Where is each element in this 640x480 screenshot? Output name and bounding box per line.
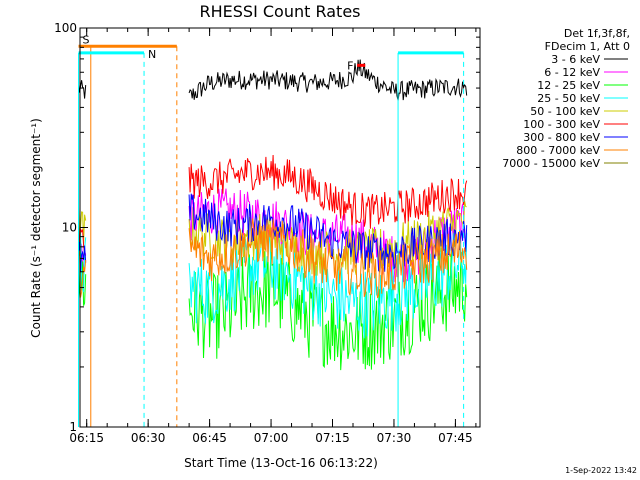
series-line-2-1 <box>188 247 468 371</box>
legend-label-1: 6 - 12 keV <box>544 66 600 79</box>
x-tick-label-1: 06:30 <box>131 431 166 445</box>
annotation-label-1: N <box>148 48 156 61</box>
series-line-7-1 <box>188 218 468 299</box>
annotation-label-0: S <box>82 33 89 46</box>
series-line-5-1 <box>188 154 468 229</box>
x-tick-label-0: 06:15 <box>69 431 104 445</box>
legend-header-0: Det 1f,3f,8f, <box>564 27 630 40</box>
plot-series-group <box>78 59 468 371</box>
legend-label-3: 25 - 50 keV <box>537 92 600 105</box>
x-tick-label-5: 07:30 <box>377 431 412 445</box>
legend-label-2: 12 - 25 keV <box>537 79 600 92</box>
y-tick-label-2: 100 <box>54 21 77 35</box>
x-tick-label-6: 07:45 <box>438 431 473 445</box>
legend-label-4: 50 - 100 keV <box>530 105 600 118</box>
legend-label-6: 300 - 800 keV <box>523 131 600 144</box>
legend-label-7: 800 - 7000 keV <box>516 144 600 157</box>
y-tick-label-0: 1 <box>69 420 77 434</box>
series-line-6-1 <box>188 193 468 273</box>
plot-annotations-group: S N F <box>77 33 465 427</box>
x-tick-label-3: 07:00 <box>254 431 289 445</box>
annotation-label-3: F <box>347 59 353 72</box>
legend-label-8: 7000 - 15000 keV <box>502 157 600 170</box>
x-tick-label-4: 07:15 <box>315 431 350 445</box>
chart-title: RHESSI Count Rates <box>200 2 361 21</box>
series-line-1-1 <box>188 188 467 283</box>
legend-label-5: 100 - 300 keV <box>523 118 600 131</box>
y-axis-label: Count Rate (s⁻¹ detector segment⁻¹) <box>29 118 43 338</box>
axis-ticks-group: 06:15 06:30 06:45 07:00 07:15 07:30 07:45 1 10 10… <box>54 21 480 445</box>
series-line-0-1 <box>188 59 468 101</box>
legend-header-1: FDecim 1, Att 0 <box>545 40 630 53</box>
x-axis-label: Start Time (13-Oct-16 06:13:22) <box>184 456 378 470</box>
series-line-3-1 <box>188 229 468 339</box>
footer-timestamp: 1-Sep-2022 13:42 <box>565 466 637 475</box>
y-tick-label-1: 10 <box>62 221 77 235</box>
x-tick-label-2: 06:45 <box>192 431 227 445</box>
legend-label-0: 3 - 6 keV <box>551 53 600 66</box>
